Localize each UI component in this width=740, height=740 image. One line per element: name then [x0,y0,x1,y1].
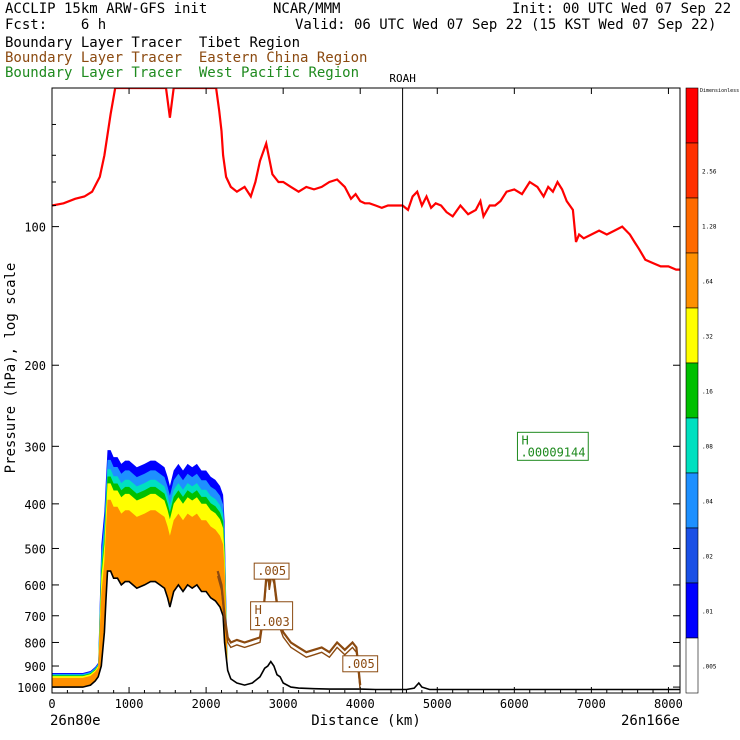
y-tick-label: 100 [24,221,46,235]
y-tick-label: 600 [24,579,46,593]
colorbar-segment [685,362,699,419]
annotation-3: H.00009144 [516,431,589,461]
colorbar-label: .64 [702,279,713,286]
x-tick-label: 0 [48,697,55,711]
legend-west-pacific: Boundary Layer Tracer West Pacific Regio… [5,66,359,80]
x-tick-label: 6000 [500,697,529,711]
x-tick-label: 1000 [115,697,144,711]
y-tick-label: 700 [24,610,46,624]
colorbar-label: 2.56 [702,169,717,176]
y-axis-label: Pressure (hPa), log scale [3,263,19,474]
y-tick-label: 800 [24,636,46,650]
valid-time: Valid: 06 UTC Wed 07 Sep 22 (15 KST Wed … [295,17,717,33]
colorbar-segment [685,582,699,639]
annotation-text: H [255,603,262,617]
annotation-text: H [521,433,528,447]
annotation-0: .005 [253,562,290,580]
plot-frame [51,87,681,694]
colorbar-label: .01 [702,609,713,616]
legend-west-prefix: Boundary Layer Tracer [5,65,183,81]
colorbar-label: .005 [702,664,717,671]
colorbar-label: .32 [702,334,713,341]
tropopause-line [52,88,680,271]
colorbar-segment [685,472,699,529]
legend-tibet: Boundary Layer Tracer Tibet Region [5,36,300,50]
x-tick-label: 8000 [654,697,683,711]
legend-tibet-region: Tibet Region [198,35,301,51]
colorbar-label: .16 [702,389,713,396]
x-tick-label: 2000 [192,697,221,711]
x-tick-label: 3000 [269,697,298,711]
annotation-box [342,655,379,673]
x-tick-label: 4000 [346,697,375,711]
annotation-value: .00009144 [520,445,585,459]
tracer-lines [52,88,680,691]
tibet-fill-orange [52,499,680,690]
colorbar-segment [685,142,699,199]
colorbar-title: Dimensionless [700,88,739,94]
model-title: ACCLIP 15km ARW-GFS init [5,1,208,17]
colorbar: .005 .01 .02 .04 .08 .16 .32 .64 1.28 2.56 Dimensi… [685,87,739,694]
y-tick-label: 400 [24,498,46,512]
x-axis-label: Distance (km) [311,713,421,729]
y-tick-label: 1000 [17,681,46,695]
annotation-text: .005 [257,564,286,578]
init-time: Init: 00 UTC Wed 07 Sep 22 [512,1,732,17]
colorbar-segment [685,252,699,309]
annotation-box [516,431,589,461]
x-axis: 0 1000 2000 3000 4000 5000 6000 7000 8000 [48,88,683,711]
x-tick-label: 7000 [577,697,606,711]
colorbar-segment [685,527,699,584]
legend-east-prefix: Boundary Layer Tracer [5,50,183,66]
annotation-1: H1.003 [250,601,294,631]
colorbar-label: .02 [702,554,713,561]
x-start-label: 26n80e [50,713,101,729]
tibet-tracer-line [52,570,680,691]
y-tick-label: 900 [24,660,46,674]
annotation-2: .005 [342,655,379,673]
legend-east-region: Eastern China Region [198,50,368,66]
eastchina-tracer-line-2 [217,575,361,691]
y-tick-label: 200 [24,359,46,373]
y-tick-label: 500 [24,542,46,556]
tracer-fills [52,450,680,690]
annotation-value: 1.003 [254,615,290,629]
colorbar-segment [685,307,699,364]
annotation-box [250,601,294,631]
colorbar-segment [685,637,699,694]
legend-tibet-prefix: Boundary Layer Tracer [5,35,183,51]
colorbar-segment [685,197,699,254]
annotation-text: .005 [346,657,375,671]
organization-label: NCAR/MMM [273,1,341,17]
colorbar-label: .08 [702,444,713,451]
colorbar-segment [685,417,699,474]
x-end-label: 26n166e [621,713,680,729]
y-tick-label: 300 [24,440,46,454]
colorbar-segment [685,87,699,144]
forecast-hour: Fcst: 6 h [5,17,107,33]
y-axis: 100 200 300 400 500 600 700 800 900 1000 [17,123,680,695]
roah-marker: ROAH [389,72,416,693]
colorbar-label: .04 [702,499,713,506]
plot-background [52,88,680,693]
x-tick-label: 5000 [423,697,452,711]
annotation-box [253,562,290,580]
legend-west-region: West Pacific Region [198,65,360,81]
colorbar-label: 1.28 [702,224,717,231]
roah-label: ROAH [389,72,416,85]
legend-eastern-china: Boundary Layer Tracer Eastern China Regi… [5,51,367,65]
